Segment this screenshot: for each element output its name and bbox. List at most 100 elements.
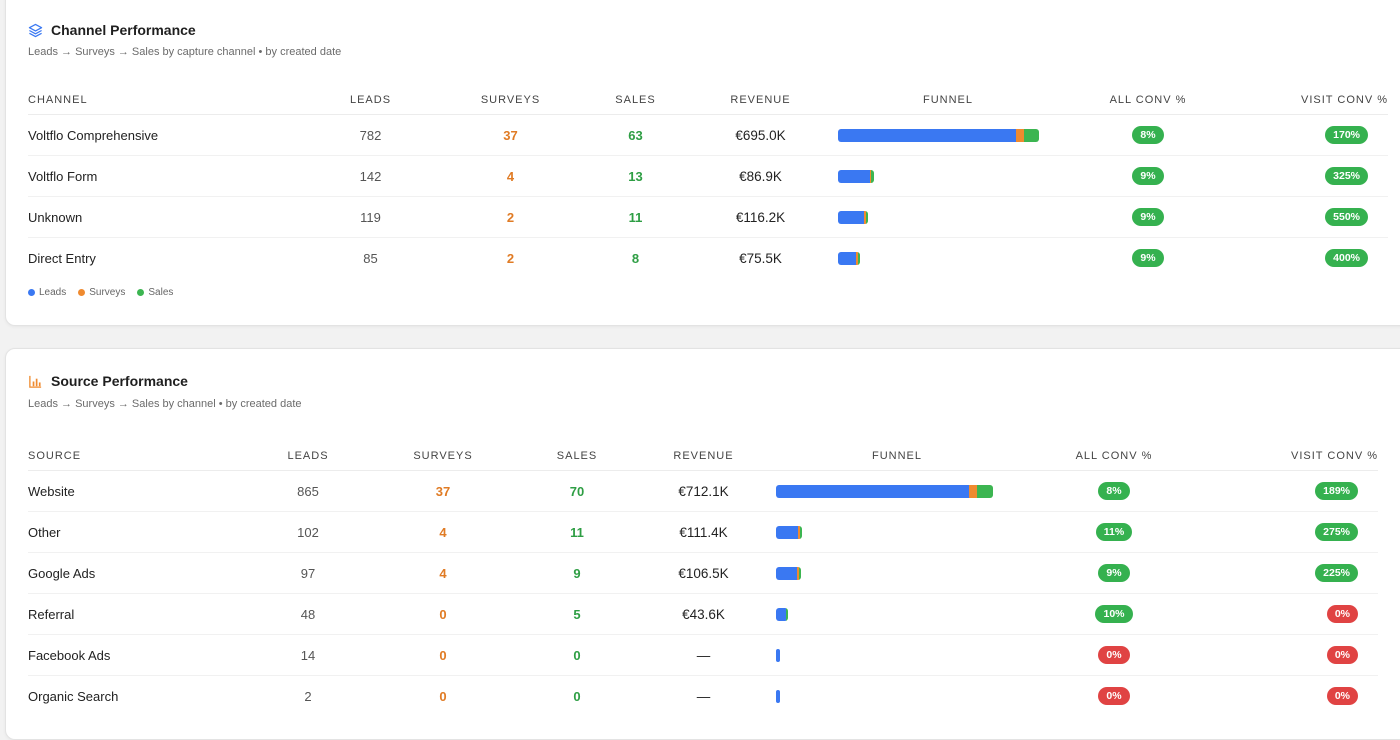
visit-conv-cell: 550% [1228, 196, 1388, 238]
all-conv-cell: 10% [1018, 593, 1210, 635]
visit-conv-cell: 0% [1210, 593, 1378, 635]
row-funnel [776, 676, 1018, 717]
all-conv-badge: 9% [1132, 167, 1164, 185]
funnel-segment-surveys [797, 566, 799, 580]
row-leads: 85 [363, 250, 378, 266]
funnel-segment-surveys [869, 169, 872, 183]
visit-conv-badge: 325% [1325, 167, 1368, 185]
funnel-segment-leads [838, 169, 870, 183]
layers-icon [28, 23, 43, 38]
row-name[interactable]: Facebook Ads [28, 634, 253, 676]
all-conv-badge: 9% [1098, 564, 1130, 582]
row-name[interactable]: Website [28, 470, 253, 512]
table-row[interactable]: Voltflo Form 142 4 13 €86.9K 9% 325% [28, 155, 1388, 197]
all-conv-cell: 9% [1068, 155, 1228, 197]
funnel-segment-surveys [798, 525, 800, 539]
funnel-segment-sales [799, 525, 803, 539]
col-header-visit-conv[interactable]: VISIT CONV % [1210, 442, 1378, 471]
legend-item-surveys: Surveys [78, 287, 125, 298]
channel-table-header: CHANNEL LEADS SURVEYS SALES REVENUE FUNN… [28, 86, 1388, 115]
col-header-leads[interactable]: LEADS [253, 442, 363, 471]
row-revenue: €111.4K [631, 511, 776, 553]
table-row[interactable]: Website 865 37 70 €712.1K 8% 189% [28, 470, 1378, 512]
row-name[interactable]: Referral [28, 593, 253, 635]
row-name[interactable]: Google Ads [28, 552, 253, 594]
row-name[interactable]: Direct Entry [28, 250, 96, 266]
visit-conv-badge: 0% [1326, 687, 1358, 705]
col-header-sales[interactable]: SALES [523, 442, 631, 471]
table-row[interactable]: Voltflo Comprehensive 782 37 63 €695.0K 8% 170… [28, 114, 1388, 156]
col-header-revenue[interactable]: REVENUE [631, 442, 776, 471]
row-sales: 13 [578, 155, 693, 197]
legend-item-leads: Leads [28, 287, 66, 298]
all-conv-badge: 0% [1098, 646, 1130, 664]
all-conv-cell: 0% [1018, 634, 1210, 676]
col-header-surveys[interactable]: SURVEYS [363, 442, 523, 471]
row-revenue: €695.0K [693, 114, 828, 156]
legend-item-sales: Sales [137, 287, 173, 298]
bar-chart-icon [28, 374, 43, 389]
visit-conv-badge: 275% [1315, 523, 1358, 541]
row-name[interactable]: Other [28, 511, 253, 553]
table-row[interactable]: Google Ads 97 4 9 €106.5K 9% 225% [28, 552, 1378, 594]
funnel-segment-sales [785, 607, 788, 621]
row-revenue: €75.5K [739, 250, 782, 266]
col-header-surveys[interactable]: SURVEYS [443, 86, 578, 115]
visit-conv-badge: 550% [1325, 208, 1368, 226]
all-conv-badge: 10% [1095, 605, 1133, 623]
row-name[interactable]: Organic Search [28, 688, 119, 704]
table-row[interactable]: Organic Search 2 0 0 — 0% 0% [28, 676, 1378, 717]
row-funnel [776, 634, 1018, 676]
table-row[interactable]: Direct Entry 85 2 8 €75.5K 9% 400% [28, 238, 1388, 279]
all-conv-cell: 9% [1018, 552, 1210, 594]
row-name[interactable]: Unknown [28, 196, 298, 238]
row-name[interactable]: Voltflo Form [28, 155, 298, 197]
funnel-bar [838, 251, 860, 265]
all-conv-badge: 9% [1132, 208, 1164, 226]
funnel-bar [776, 525, 803, 539]
row-surveys: 37 [443, 114, 578, 156]
row-surveys: 0 [363, 593, 523, 635]
row-funnel [776, 552, 1018, 594]
row-leads: 142 [298, 155, 443, 197]
all-conv-cell: 9% [1068, 238, 1228, 279]
funnel-bar [776, 689, 780, 703]
col-header-source[interactable]: SOURCE [28, 442, 253, 471]
row-name[interactable]: Voltflo Comprehensive [28, 114, 298, 156]
table-row[interactable]: Unknown 119 2 11 €116.2K 9% 550% [28, 196, 1388, 238]
funnel-segment-leads [776, 607, 786, 621]
visit-conv-badge: 170% [1325, 126, 1368, 144]
funnel-bar [838, 210, 869, 224]
row-revenue: €86.9K [693, 155, 828, 197]
table-row[interactable]: Other 102 4 11 €111.4K 11% 275% [28, 511, 1378, 553]
visit-conv-cell: 275% [1210, 511, 1378, 553]
visit-conv-badge: 400% [1325, 249, 1368, 267]
source-table: SOURCE LEADS SURVEYS SALES REVENUE FUNNE… [28, 442, 1378, 716]
table-row[interactable]: Referral 48 0 5 €43.6K 10% 0% [28, 593, 1378, 635]
funnel-segment-leads [776, 648, 780, 662]
legend-label-sales: Sales [148, 287, 174, 298]
legend-label-surveys: Surveys [89, 287, 126, 298]
visit-conv-cell: 0% [1210, 676, 1378, 717]
col-header-all-conv[interactable]: ALL CONV % [1018, 442, 1210, 471]
funnel-segment-leads [838, 210, 865, 224]
funnel-segment-leads [776, 566, 798, 580]
visit-conv-badge: 225% [1315, 564, 1358, 582]
all-conv-badge: 0% [1098, 687, 1130, 705]
row-revenue: €712.1K [631, 470, 776, 512]
col-header-revenue[interactable]: REVENUE [693, 86, 828, 115]
all-conv-cell: 0% [1018, 676, 1210, 717]
funnel-segment-sales [977, 484, 993, 498]
col-header-leads[interactable]: LEADS [298, 86, 443, 115]
row-sales: 0 [523, 634, 631, 676]
row-funnel [828, 114, 1068, 156]
col-header-sales[interactable]: SALES [578, 86, 693, 115]
col-header-visit-conv[interactable]: VISIT CONV % [1228, 86, 1388, 115]
row-funnel [776, 470, 1018, 512]
row-revenue: €43.6K [631, 593, 776, 635]
row-funnel [828, 238, 1068, 279]
row-sales: 63 [578, 114, 693, 156]
table-row[interactable]: Facebook Ads 14 0 0—0% 0% [28, 634, 1378, 676]
col-header-channel[interactable]: CHANNEL [28, 86, 298, 115]
col-header-all-conv[interactable]: ALL CONV % [1068, 86, 1228, 115]
